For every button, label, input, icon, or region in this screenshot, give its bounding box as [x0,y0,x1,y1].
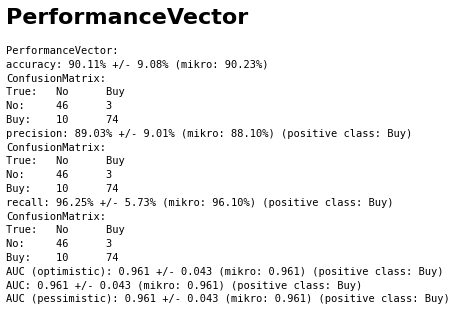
Text: PerformanceVector:: PerformanceVector: [6,46,118,56]
Text: No:     46      3: No: 46 3 [6,239,112,249]
Text: True:   No      Buy: True: No Buy [6,87,125,98]
Text: AUC (pessimistic): 0.961 +/- 0.043 (mikro: 0.961) (positive class: Buy): AUC (pessimistic): 0.961 +/- 0.043 (mikr… [6,294,450,305]
Text: No:     46      3: No: 46 3 [6,170,112,180]
Text: ConfusionMatrix:: ConfusionMatrix: [6,73,106,84]
Text: No:     46      3: No: 46 3 [6,101,112,111]
Text: Buy:    10      74: Buy: 10 74 [6,184,118,194]
Text: precision: 89.03% +/- 9.01% (mikro: 88.10%) (positive class: Buy): precision: 89.03% +/- 9.01% (mikro: 88.1… [6,129,412,139]
Text: True:   No      Buy: True: No Buy [6,226,125,235]
Text: accuracy: 90.11% +/- 9.08% (mikro: 90.23%): accuracy: 90.11% +/- 9.08% (mikro: 90.23… [6,60,268,70]
Text: AUC: 0.961 +/- 0.043 (mikro: 0.961) (positive class: Buy): AUC: 0.961 +/- 0.043 (mikro: 0.961) (pos… [6,280,362,291]
Text: ConfusionMatrix:: ConfusionMatrix: [6,212,106,222]
Text: AUC (optimistic): 0.961 +/- 0.043 (mikro: 0.961) (positive class: Buy): AUC (optimistic): 0.961 +/- 0.043 (mikro… [6,267,444,277]
Text: True:   No      Buy: True: No Buy [6,156,125,166]
Text: Buy:    10      74: Buy: 10 74 [6,115,118,125]
Text: PerformanceVector: PerformanceVector [6,8,248,28]
Text: ConfusionMatrix:: ConfusionMatrix: [6,143,106,153]
Text: Buy:    10      74: Buy: 10 74 [6,253,118,263]
Text: recall: 96.25% +/- 5.73% (mikro: 96.10%) (positive class: Buy): recall: 96.25% +/- 5.73% (mikro: 96.10%)… [6,198,393,208]
